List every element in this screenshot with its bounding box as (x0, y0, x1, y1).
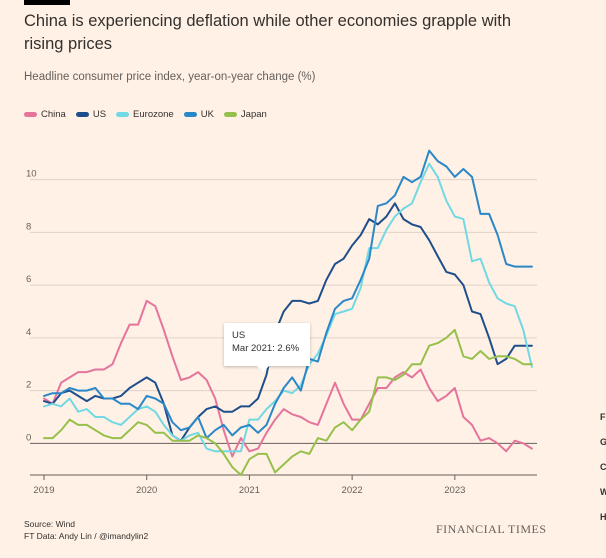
source-text: Source: Wind (24, 519, 76, 529)
tooltip-value: Mar 2021: 2.6% (232, 343, 300, 354)
legend-item-china: China (24, 109, 66, 120)
legend-swatch (116, 112, 130, 117)
edge-letter: C (600, 462, 606, 472)
brand-top-bar (24, 0, 70, 5)
legend-label: Eurozone (133, 109, 174, 120)
y-tick-label: 0 (26, 432, 31, 443)
x-tick-label: 2021 (239, 485, 260, 496)
legend-label: US (92, 109, 107, 120)
y-tick-label: 4 (26, 327, 31, 338)
x-tick-label: 2022 (342, 485, 363, 496)
chart-legend: China US Eurozone UK Japan (24, 109, 267, 120)
tooltip-label: US (232, 330, 246, 341)
chart-title: China is experiencing deflation while ot… (24, 12, 512, 53)
chart-source: Source: Wind FT Data: Andy Lin / @imandy… (24, 518, 148, 542)
legend-swatch (75, 112, 89, 117)
edge-letter: H (600, 512, 606, 522)
legend-item-us: US (75, 109, 107, 120)
x-tick-label: 2020 (136, 485, 157, 496)
y-tick-label: 10 (26, 169, 37, 180)
edge-letter: F (600, 412, 606, 422)
x-tick-label: 2023 (444, 485, 465, 496)
credit-text: FT Data: Andy Lin / @imandylin2 (24, 531, 149, 541)
y-tick-label: 6 (26, 274, 31, 285)
legend-item-uk: UK (183, 109, 214, 120)
cropped-sidebar-text: F G C W H (600, 408, 606, 533)
legend-swatch (223, 112, 237, 117)
legend-item-eurozone: Eurozone (116, 109, 174, 120)
legend-label: UK (200, 109, 214, 120)
edge-letter: G (600, 437, 606, 447)
legend-swatch (183, 112, 197, 117)
legend-label: China (41, 109, 66, 120)
y-tick-label: 2 (26, 380, 31, 391)
legend-item-japan: Japan (223, 109, 267, 120)
line-chart: 0 2 4 6 8 10 2019 2020 2021 2022 2023 (26, 149, 537, 496)
ft-brand-logo: FINANCIAL TIMES (436, 522, 547, 536)
tooltip-arrow (257, 366, 269, 372)
chart-tooltip: US Mar 2021: 2.6% (224, 323, 310, 366)
legend-swatch (24, 112, 37, 117)
series-line-us (43, 202, 533, 442)
series-line-eurozone (43, 162, 533, 453)
legend-label: Japan (240, 109, 267, 120)
series-line-uk (43, 149, 533, 440)
edge-letter: W (600, 487, 606, 497)
x-tick-label: 2019 (33, 485, 54, 496)
chart-subtitle: Headline consumer price index, year-on-y… (24, 71, 316, 83)
series-line-china (43, 299, 533, 458)
series-line-japan (43, 328, 533, 476)
y-tick-label: 8 (26, 221, 31, 232)
